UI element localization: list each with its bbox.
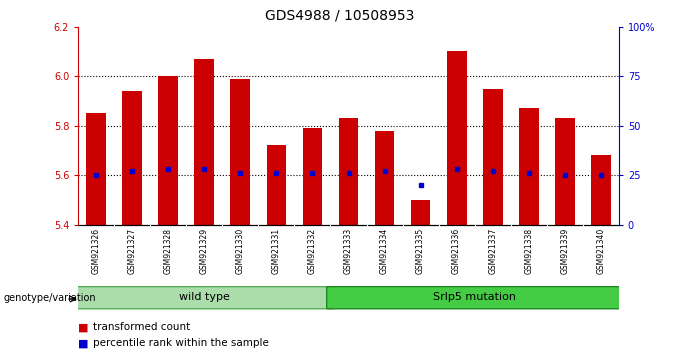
Bar (591, 155, 611, 225)
Text: GSM921335: GSM921335 (416, 228, 425, 274)
Text: GSM921337: GSM921337 (488, 228, 497, 274)
Text: GSM921331: GSM921331 (272, 228, 281, 274)
Bar (483, 88, 503, 225)
Bar (447, 51, 466, 225)
Text: wild type: wild type (179, 292, 230, 302)
Bar (194, 59, 214, 225)
Bar (303, 128, 322, 225)
Bar (158, 76, 178, 225)
Text: GSM921336: GSM921336 (452, 228, 461, 274)
Bar (339, 118, 358, 225)
Text: GSM921332: GSM921332 (308, 228, 317, 274)
Text: ■: ■ (78, 338, 88, 348)
Bar (519, 108, 539, 225)
Text: GSM921333: GSM921333 (344, 228, 353, 274)
Text: GSM921334: GSM921334 (380, 228, 389, 274)
Text: GSM921326: GSM921326 (92, 228, 101, 274)
Bar (231, 79, 250, 225)
Text: genotype/variation: genotype/variation (3, 293, 96, 303)
Text: GDS4988 / 10508953: GDS4988 / 10508953 (265, 9, 415, 23)
Bar (555, 118, 575, 225)
Text: Srlp5 mutation: Srlp5 mutation (433, 292, 516, 302)
Text: transformed count: transformed count (93, 322, 190, 332)
Text: GSM921339: GSM921339 (560, 228, 569, 274)
Text: GSM921330: GSM921330 (236, 228, 245, 274)
FancyBboxPatch shape (326, 287, 623, 309)
Text: ■: ■ (78, 322, 88, 332)
Text: GSM921329: GSM921329 (200, 228, 209, 274)
Bar (375, 131, 394, 225)
Text: GSM921340: GSM921340 (596, 228, 605, 274)
Text: GSM921327: GSM921327 (128, 228, 137, 274)
Bar (411, 200, 430, 225)
FancyBboxPatch shape (74, 287, 335, 309)
Bar (267, 145, 286, 225)
Text: GSM921328: GSM921328 (164, 228, 173, 274)
Bar (86, 113, 106, 225)
Bar (122, 91, 142, 225)
Text: GSM921338: GSM921338 (524, 228, 533, 274)
Text: percentile rank within the sample: percentile rank within the sample (93, 338, 269, 348)
